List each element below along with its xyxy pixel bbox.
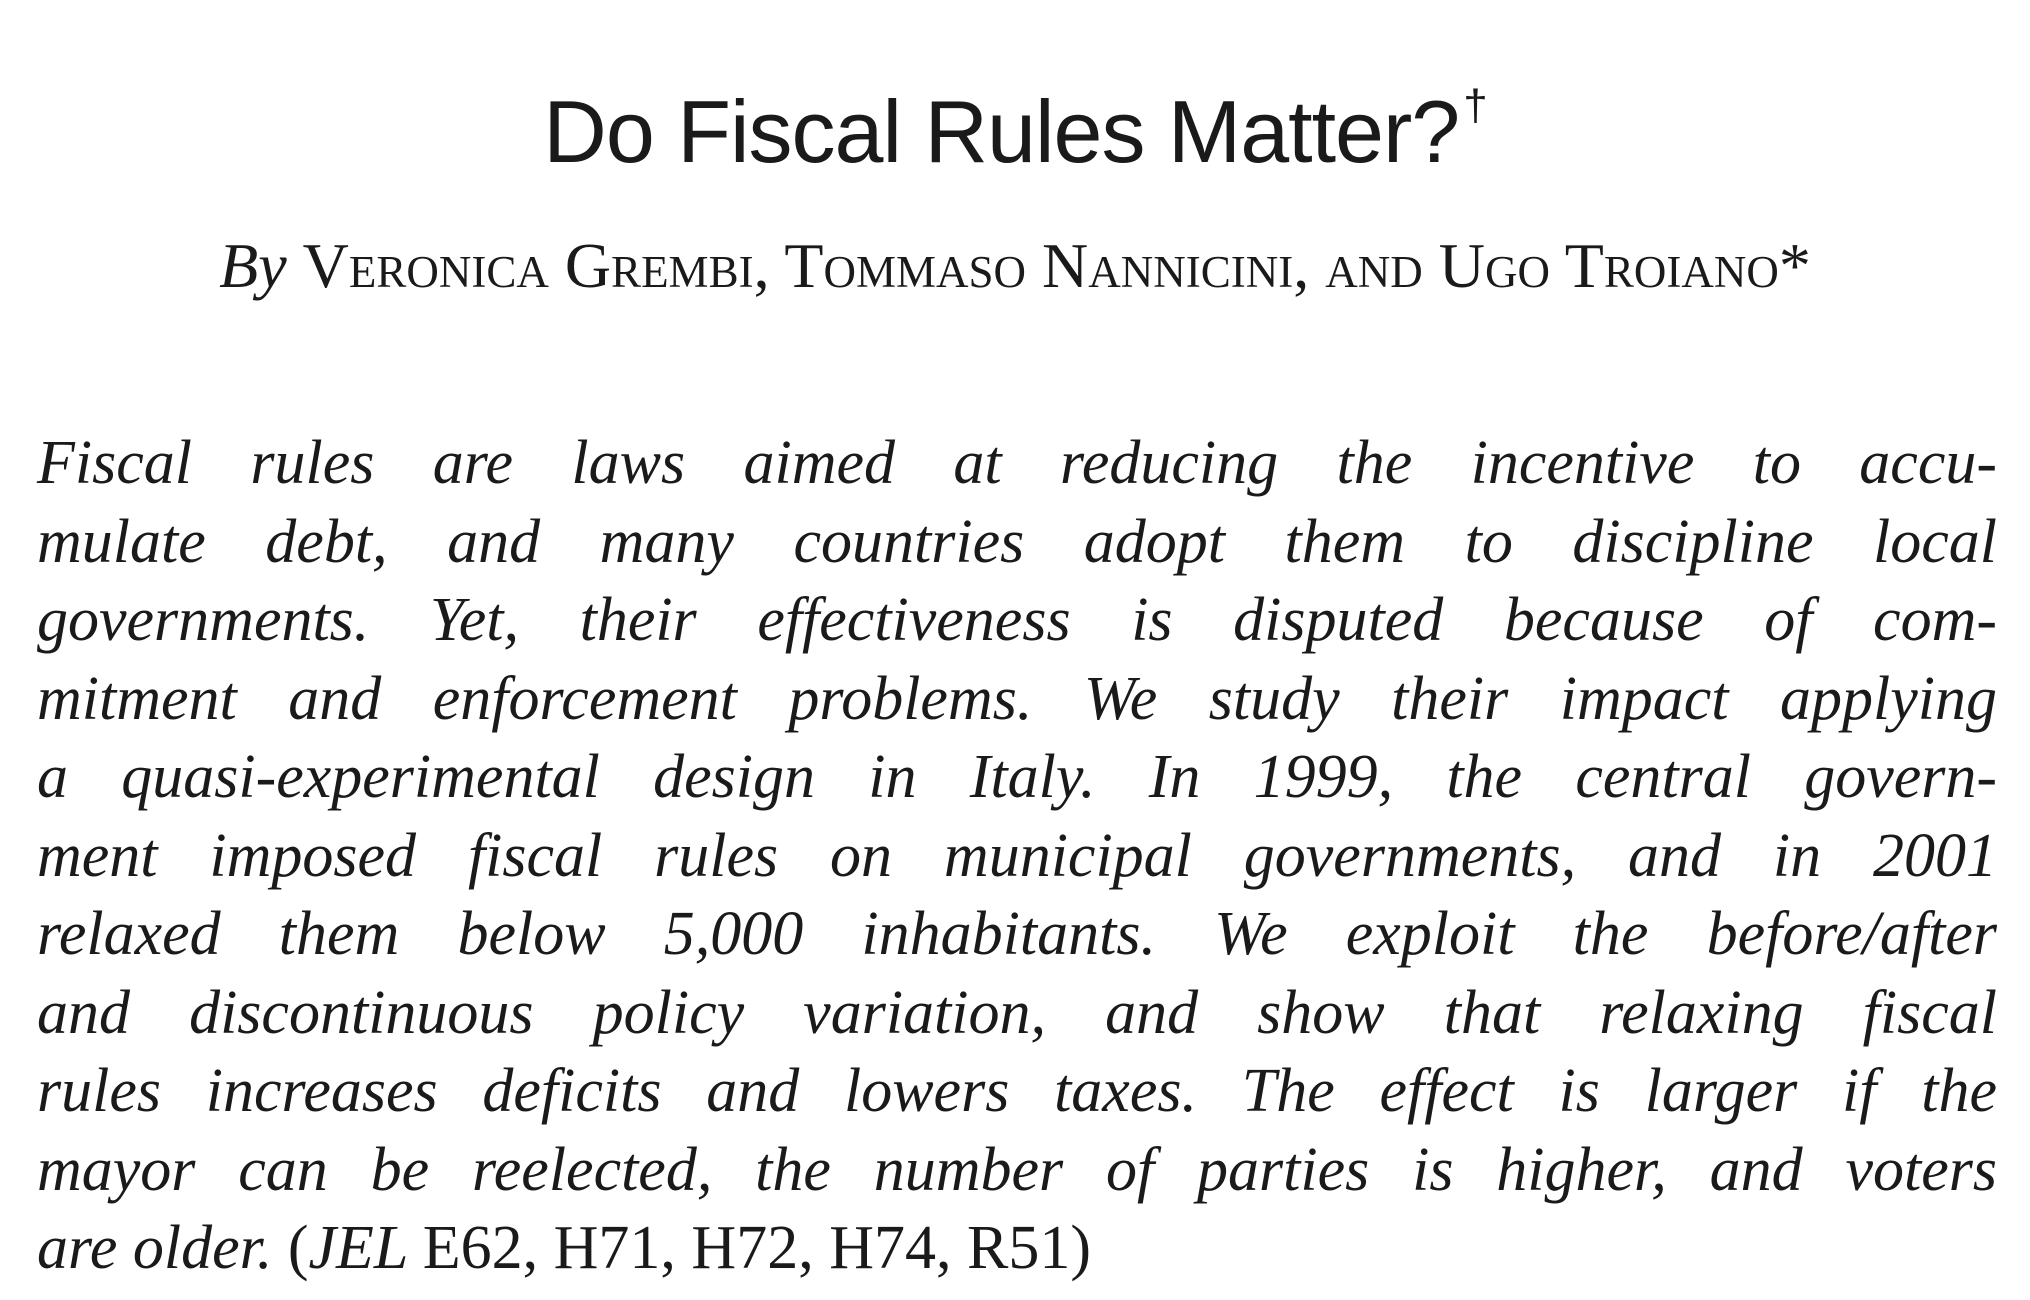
jel-label: JEL (308, 1214, 408, 1282)
author-names: Veronica Grembi, Tommaso Nannicini, and … (302, 230, 1779, 301)
jel-codes: E62, H71, H72, H74, R51 (422, 1214, 1071, 1282)
abstract-last-line: are older. (JEL E62, H71, H72, H74, R51) (37, 1209, 1997, 1288)
abstract-line: a quasi-experimental design in Italy. In… (37, 743, 1997, 811)
jel-open-paren: ( (287, 1214, 309, 1282)
paper-title-text: Do Fiscal Rules Matter? (543, 81, 1460, 181)
abstract: Fiscal rules are laws aimed at reducing … (37, 424, 1997, 1288)
title-dagger-mark: † (1463, 80, 1488, 130)
jel-close-paren: ) (1070, 1214, 1091, 1282)
abstract-line: and discontinuous policy variation, and … (37, 978, 1997, 1047)
abstract-line: mitment and enforcement problems. We stu… (37, 664, 1997, 733)
author-byline: By Veronica Grembi, Tommaso Nannicini, a… (0, 228, 2030, 305)
byline-by: By (219, 230, 287, 301)
abstract-line: Fiscal rules are laws aimed at reducing … (37, 429, 1997, 497)
abstract-line: governments. Yet, their effectiveness is… (37, 586, 1997, 654)
author-footnote-mark: * (1778, 230, 1811, 301)
abstract-line: ment imposed fiscal rules on municipal g… (37, 821, 1997, 890)
abstract-line: mayor can be reelected, the number of pa… (37, 1135, 1997, 1204)
paper-title: Do Fiscal Rules Matter?† (0, 79, 2030, 185)
abstract-last-text: are older. (37, 1214, 273, 1282)
abstract-line: rules increases deficits and lowers taxe… (37, 1057, 1997, 1125)
abstract-line: mulate debt, and many countries adopt th… (37, 507, 1997, 576)
abstract-line: relaxed them below 5,000 inhabitants. We… (37, 900, 1997, 968)
